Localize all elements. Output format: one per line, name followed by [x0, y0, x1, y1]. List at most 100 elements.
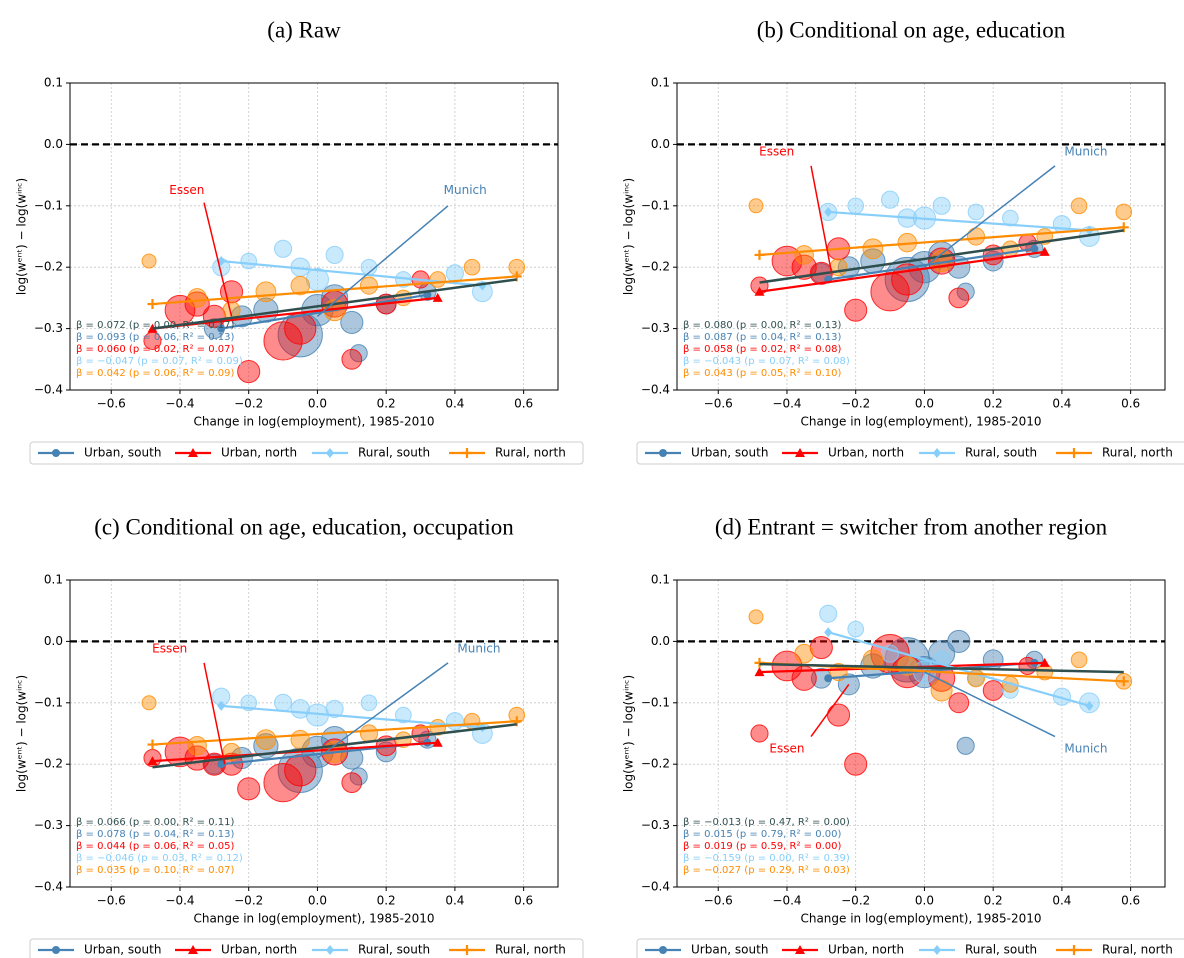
plot-area: [141, 239, 526, 384]
legend-label: Rural, south: [965, 943, 1037, 957]
bubble: [237, 777, 261, 801]
bubble: [1070, 197, 1088, 215]
bubble: [966, 227, 986, 246]
x-tick-label: 0.0: [915, 894, 934, 908]
y-tick-label: 0.1: [651, 76, 670, 90]
bubble: [263, 321, 303, 361]
fit-marker: [1030, 244, 1039, 253]
annotation-line: [923, 165, 1056, 268]
bubble: [956, 282, 975, 301]
panel-title: (d) Entrant = switcher from another regi…: [715, 514, 1108, 539]
x-tick-label: 0.4: [1052, 397, 1071, 411]
y-tick-label: −0.4: [34, 383, 63, 397]
fit-line: [828, 247, 1035, 281]
bubble: [862, 238, 884, 260]
x-tick-label: −0.4: [165, 397, 194, 411]
bubble: [1070, 651, 1088, 669]
bubble: [349, 767, 368, 786]
y-tick-label: −0.3: [34, 321, 63, 335]
y-tick-label: −0.3: [641, 321, 670, 335]
bubble: [819, 604, 838, 623]
x-tick-label: −0.4: [165, 894, 194, 908]
overall-fit-line: [759, 662, 1124, 674]
legend-marker: [188, 448, 198, 457]
fit-marker: [824, 674, 833, 683]
legend-label: Urban, north: [828, 446, 904, 460]
x-axis-label: Change in log(employment), 1985-2010: [193, 415, 434, 429]
annotation-line: [316, 205, 449, 317]
bubble: [187, 288, 207, 308]
y-tick-label: −0.3: [641, 818, 670, 832]
plot-frame: [69, 82, 559, 391]
bubble: [847, 197, 865, 215]
bubble: [340, 746, 364, 770]
annotation: Essen: [759, 144, 794, 158]
y-tick-label: 0.0: [44, 137, 63, 151]
y-tick-label: −0.4: [641, 383, 670, 397]
fit-marker: [824, 206, 833, 217]
legend-label: Rural, south: [358, 943, 430, 957]
stat-text: β = −0.027 (p = 0.29, R² = 0.03): [683, 865, 850, 876]
panel: (d) Entrant = switcher from another regi…: [622, 514, 1184, 958]
panel: (b) Conditional on age, education −0.6 −0.…: [622, 17, 1184, 465]
legend-marker: [1069, 448, 1079, 458]
y-axis-label: log(wᵉⁿᵗ) − log(wⁱⁿᶜ): [622, 178, 636, 295]
fit-marker: [1039, 246, 1050, 256]
legend-marker: [326, 448, 334, 458]
x-tick-label: 0.2: [377, 894, 396, 908]
bubble: [325, 699, 344, 719]
plot-frame: [676, 82, 1166, 391]
fit-marker: [754, 667, 765, 677]
x-tick-label: −0.2: [841, 894, 870, 908]
stat-text: β = 0.019 (p = 0.59, R² = 0.00): [683, 841, 841, 852]
stat-text: β = 0.087 (p = 0.04, R² = 0.13): [683, 332, 841, 343]
stat-text: β = −0.043 (p = 0.07, R² = 0.08): [683, 356, 850, 367]
bubble: [284, 754, 317, 787]
x-tick-label: −0.2: [841, 397, 870, 411]
bubble: [948, 287, 970, 309]
bubble: [395, 706, 412, 724]
bubble: [947, 629, 971, 653]
x-tick-label: −0.2: [234, 894, 263, 908]
annotation: Munich: [1064, 741, 1107, 755]
bubble: [359, 724, 379, 743]
legend-marker: [1069, 945, 1079, 955]
bubble: [948, 692, 970, 714]
bubble: [445, 264, 464, 283]
x-tick-label: 0.6: [1121, 894, 1140, 908]
bubble: [847, 620, 865, 638]
stat-text: β = 0.044 (p = 0.06, R² = 0.05): [76, 841, 234, 852]
stat-text: β = 0.080 (p = 0.00, R² = 0.13): [683, 320, 841, 331]
bubble: [359, 276, 379, 295]
stat-text: β = 0.093 (p = 0.06, R² = 0.13): [76, 332, 234, 343]
legend-label: Urban, north: [828, 943, 904, 957]
fit-marker: [217, 700, 226, 711]
y-tick-label: −0.1: [34, 695, 63, 709]
plot-frame: [676, 579, 1166, 888]
bubble: [273, 693, 293, 712]
bubble: [237, 360, 261, 384]
plot-area: [141, 687, 526, 803]
annotation: Munich: [444, 183, 487, 197]
fit-marker: [147, 299, 158, 310]
bubble: [360, 694, 378, 712]
legend-marker: [52, 449, 60, 457]
y-tick-label: −0.2: [34, 260, 63, 274]
legend-marker: [326, 945, 334, 955]
y-tick-label: 0.0: [44, 634, 63, 648]
fit-marker: [1085, 700, 1094, 711]
bubble: [141, 253, 157, 269]
stat-text: β = 0.043 (p = 0.05, R² = 0.10): [683, 368, 841, 379]
plot-area: [748, 190, 1133, 322]
bubble: [826, 703, 851, 727]
legend-label: Urban, south: [84, 943, 161, 957]
stat-text: β = 0.035 (p = 0.10, R² = 0.07): [76, 865, 234, 876]
legend-label: Urban, south: [84, 446, 161, 460]
bubble: [930, 679, 953, 702]
stat-text: β = 0.078 (p = 0.04, R² = 0.13): [76, 829, 234, 840]
bubble: [141, 695, 157, 711]
bubble: [290, 729, 311, 750]
annotation: Essen: [769, 741, 804, 755]
legend-box: [636, 938, 1184, 958]
